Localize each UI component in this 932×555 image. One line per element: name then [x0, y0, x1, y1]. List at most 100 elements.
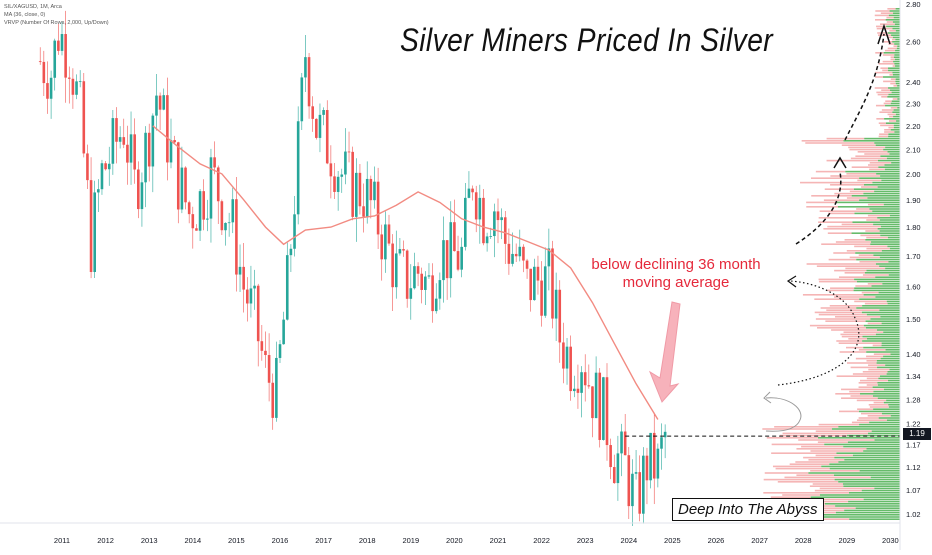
volume-bar-up [892, 74, 900, 76]
volume-bar-down [875, 10, 890, 12]
volume-bar-down [883, 41, 893, 43]
candle-body [507, 243, 511, 264]
volume-bar-up [878, 166, 900, 168]
volume-bar-down [875, 76, 884, 78]
volume-bar-down [771, 452, 837, 454]
volume-bar-up [852, 454, 900, 457]
volume-bar-up [874, 487, 900, 490]
volume-bar-up [883, 331, 900, 333]
candle-body [649, 432, 652, 481]
candle-body [485, 236, 489, 244]
projection-curve-1 [765, 397, 802, 432]
volume-bar-down [815, 454, 853, 457]
candle-body [140, 182, 144, 210]
volume-bar-down [820, 307, 857, 309]
volume-bar-down [796, 474, 834, 476]
candle-body [645, 455, 649, 481]
volume-bar-down [874, 14, 889, 17]
volume-bar-down [818, 423, 860, 426]
candle-body [387, 224, 391, 244]
volume-bar-down [888, 43, 895, 45]
candle-body [115, 118, 118, 142]
volume-bar-down [866, 377, 879, 380]
candle-body [206, 218, 209, 220]
volume-bar-up [873, 223, 900, 226]
volume-bar-up [863, 346, 900, 349]
volume-bar-up [869, 421, 900, 424]
volume-bar-down [878, 135, 889, 138]
x-tick-label: 2017 [315, 536, 332, 545]
y-tick-label: 2.40 [906, 78, 921, 87]
volume-bar-down [830, 175, 881, 177]
x-tick-label: 2018 [359, 536, 376, 545]
volume-bar-down [819, 487, 875, 490]
volume-bar-up [872, 210, 900, 212]
x-tick-label: 2030 [882, 536, 899, 545]
volume-bar-down [854, 300, 887, 303]
volume-bar-down [846, 173, 877, 175]
volume-bar-down [857, 408, 874, 410]
volume-bar-up [873, 254, 900, 256]
y-tick-label: 1.17 [906, 441, 921, 450]
candle-body [57, 40, 60, 51]
volume-bar-down [806, 201, 837, 204]
volume-bar-down [866, 247, 890, 250]
candle-body [296, 121, 300, 215]
volume-bar-down [841, 223, 874, 226]
candle-body [344, 151, 347, 175]
volume-bar-up [885, 364, 900, 366]
volume-bar-down [882, 54, 895, 56]
x-tick-label: 2012 [97, 536, 114, 545]
volume-bar-down [775, 467, 830, 470]
volume-bar-down [852, 373, 887, 375]
volume-bar-up [895, 49, 900, 52]
volume-bar-up [895, 78, 900, 80]
volume-bar-down [841, 388, 884, 391]
volume-bar-up [892, 36, 900, 39]
volume-bar-up [813, 514, 900, 516]
candle-body [358, 172, 362, 207]
candle-body [275, 357, 278, 418]
candle-body [300, 77, 304, 122]
candle-body [53, 40, 57, 78]
volume-bar-down [818, 217, 878, 219]
candle-body [184, 167, 187, 203]
x-tick-label: 2025 [664, 536, 681, 545]
volume-bar-up [875, 333, 900, 336]
candle-body [355, 172, 358, 217]
volume-bar-up [896, 47, 900, 50]
volume-bar-down [880, 124, 894, 127]
volume-bar-down [817, 327, 866, 329]
candle-body [489, 236, 493, 237]
volume-bar-up [879, 219, 900, 221]
volume-bar-down [826, 159, 878, 162]
volume-bar-down [795, 461, 839, 463]
candle-body [514, 253, 518, 257]
volume-bar-down [864, 153, 890, 155]
volume-bar-up [845, 170, 900, 173]
candle-body [340, 174, 344, 177]
volume-bar-up [808, 472, 900, 474]
candle-body [249, 288, 253, 304]
volume-bar-up [880, 225, 900, 228]
volume-bar-down [772, 465, 822, 468]
candle-body [71, 78, 75, 95]
volume-bar-up [888, 379, 900, 382]
volume-bar-down [766, 437, 818, 439]
volume-bar-down [884, 131, 895, 133]
volume-bar-up [870, 318, 900, 320]
volume-bar-up [883, 355, 900, 358]
volume-bar-up [854, 287, 900, 289]
volume-bar-down [885, 100, 892, 102]
candle-body [82, 81, 86, 154]
volume-bar-up [896, 120, 900, 122]
candle-body [467, 188, 471, 198]
candle-body [333, 176, 336, 192]
volume-bar-down [808, 459, 845, 461]
volume-bar-up [849, 518, 900, 520]
volume-bar-down [889, 115, 894, 118]
volume-bar-down [875, 52, 884, 54]
volume-bar-up [838, 481, 900, 483]
